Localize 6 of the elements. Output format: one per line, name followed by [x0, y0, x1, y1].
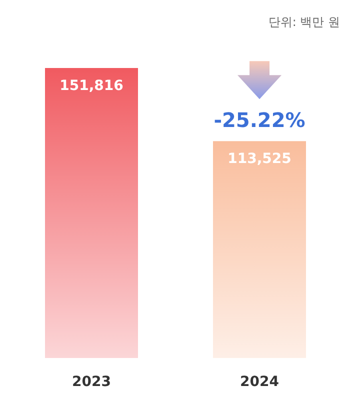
- text: 단위: 백만 원: [268, 15, 340, 29]
- x-tick-label: 2024: [240, 374, 280, 390]
- annotation: -25.22%: [214, 108, 306, 132]
- x-tick-label: 2023: [72, 374, 111, 390]
- data-label: 151,816: [60, 78, 124, 94]
- data-label: 113,525: [228, 151, 292, 168]
